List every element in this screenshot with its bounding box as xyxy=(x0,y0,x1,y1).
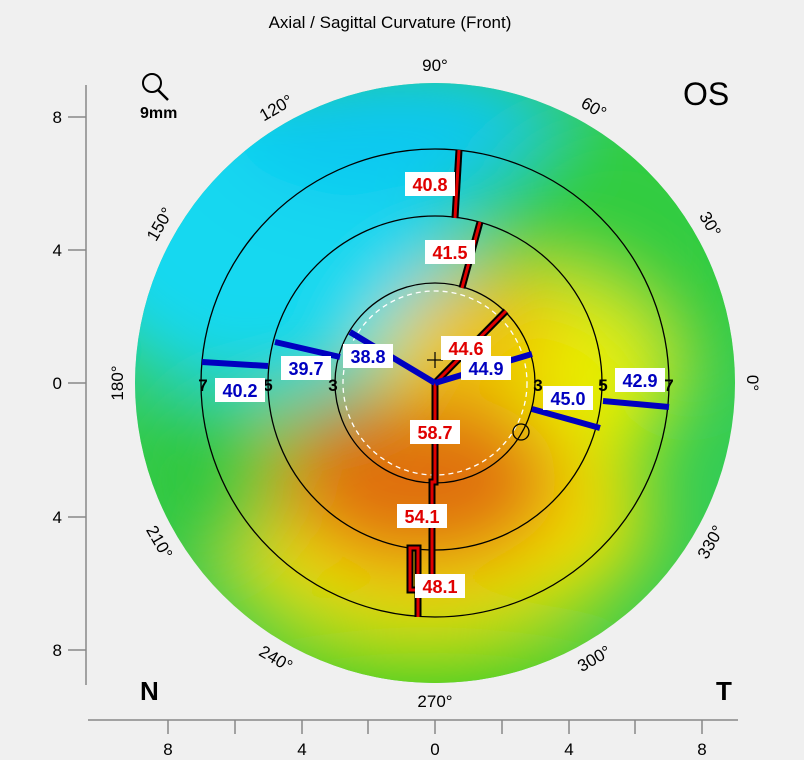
eye-label: OS xyxy=(683,76,729,112)
ring-label: 3 xyxy=(533,376,542,395)
meridian-value: 44.6 xyxy=(448,339,483,359)
meridian-value: 54.1 xyxy=(404,507,439,527)
meridian-value: 39.7 xyxy=(288,359,323,379)
meridian-value-label: 45.0 xyxy=(543,386,593,410)
x-tick-label: 4 xyxy=(564,740,573,759)
angle-label: 270° xyxy=(417,692,452,711)
ring-label: 5 xyxy=(263,376,272,395)
meridian-value-label: 41.5 xyxy=(425,240,475,264)
value-labels: 40.8 41.5 44.6 58.7 54.1 48.1 40.2 39.7 38.8 44.9… xyxy=(215,172,665,598)
meridian-value-label: 38.8 xyxy=(343,344,393,368)
center-cross-icon xyxy=(427,352,443,368)
meridian-value: 40.8 xyxy=(412,175,447,195)
angle-label: 120° xyxy=(256,91,296,125)
angle-label: 210° xyxy=(142,522,176,562)
angle-label: 60° xyxy=(578,93,610,122)
meridian-value: 48.1 xyxy=(422,577,457,597)
y-tick-label: 8 xyxy=(53,108,62,127)
x-tick-label: 4 xyxy=(297,740,306,759)
angle-label: 180° xyxy=(108,365,127,400)
meridian-value-label: 54.1 xyxy=(397,504,447,528)
zoom-label: 9mm xyxy=(140,105,177,122)
meridian-value: 40.2 xyxy=(222,381,257,401)
ring-label: 7 xyxy=(198,376,207,395)
angle-label: 30° xyxy=(695,208,724,240)
angle-label: 330° xyxy=(694,522,728,562)
y-tick-label: 4 xyxy=(53,241,62,260)
angle-label: 90° xyxy=(422,56,448,75)
meridian-value: 58.7 xyxy=(417,423,452,443)
meridian-value-label: 48.1 xyxy=(415,574,465,598)
meridian-value: 42.9 xyxy=(622,371,657,391)
x-tick-label: 0 xyxy=(430,740,439,759)
y-tick-label: 4 xyxy=(53,508,62,527)
angle-label: 150° xyxy=(143,204,177,244)
angle-label: 300° xyxy=(574,642,614,676)
flat-meridian-temporal-5mm xyxy=(531,406,601,431)
meridian-value: 41.5 xyxy=(432,243,467,263)
meridian-value: 44.9 xyxy=(468,359,503,379)
ring-label: 5 xyxy=(598,376,607,395)
x-tick-label: 8 xyxy=(697,740,706,759)
steep-meridian-upper-7mm xyxy=(453,149,461,219)
meridian-value: 38.8 xyxy=(350,347,385,367)
y-tick-label: 0 xyxy=(53,374,62,393)
axes xyxy=(68,85,738,734)
meridian-value-label: 40.8 xyxy=(405,172,455,196)
chart-title: Axial / Sagittal Curvature (Front) xyxy=(269,13,512,32)
meridian-value-label: 39.7 xyxy=(281,356,331,380)
flat-meridian-temporal-7mm xyxy=(602,398,670,410)
magnifier-icon[interactable] xyxy=(142,73,162,93)
temporal-label: T xyxy=(716,676,732,706)
meridian-value-label: 40.2 xyxy=(215,378,265,402)
flat-meridian-nasal-5mm xyxy=(274,339,341,360)
meridian-value-label: 42.9 xyxy=(615,368,665,392)
curvature-heatmap xyxy=(135,83,735,683)
ring-7mm xyxy=(200,148,670,618)
ring-label: 3 xyxy=(328,376,337,395)
corneal-apex-marker xyxy=(512,423,530,441)
flat-meridian-nasal-7mm xyxy=(201,359,269,369)
angle-label: 240° xyxy=(256,642,296,676)
x-tick-label: 8 xyxy=(163,740,172,759)
meridian-value-label: 44.9 xyxy=(461,356,511,380)
zoom-button[interactable]: 9mm xyxy=(140,73,177,122)
nasal-label: N xyxy=(140,676,159,706)
ring-label: 7 xyxy=(664,376,673,395)
meridian-value-label: 58.7 xyxy=(410,420,460,444)
y-tick-label: 8 xyxy=(53,641,62,660)
meridian-value: 45.0 xyxy=(550,389,585,409)
angle-label: 0° xyxy=(743,375,762,391)
